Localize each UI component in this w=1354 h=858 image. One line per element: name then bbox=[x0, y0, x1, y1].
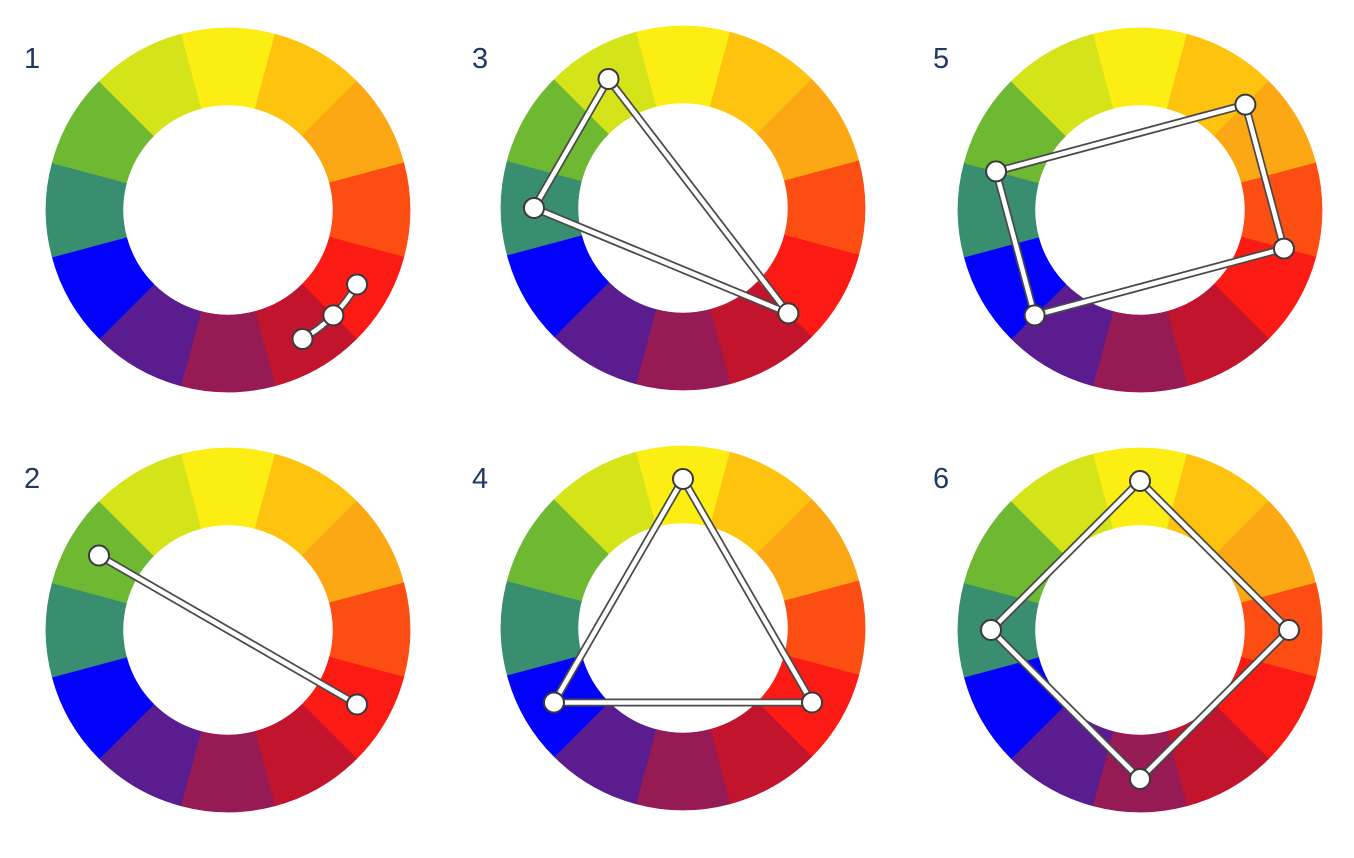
diagram-5: 5 bbox=[933, 27, 1323, 393]
harmony-link bbox=[96, 553, 360, 707]
harmony-node bbox=[1278, 619, 1300, 641]
harmony-node bbox=[523, 197, 545, 219]
harmony-node bbox=[672, 468, 694, 490]
diagram-label-2: 2 bbox=[24, 463, 40, 495]
harmony-node bbox=[346, 273, 369, 296]
harmony-node bbox=[346, 693, 369, 716]
harmony-node bbox=[291, 328, 314, 351]
diagram-label-3: 3 bbox=[472, 43, 488, 75]
diagram-3: 3 bbox=[472, 25, 866, 391]
harmony-node bbox=[1129, 768, 1151, 790]
diagram-1: 1 bbox=[24, 27, 411, 393]
diagram-4: 4 bbox=[472, 445, 866, 811]
color-wheel bbox=[957, 447, 1323, 813]
harmony-links bbox=[549, 475, 817, 707]
harmony-link bbox=[551, 476, 815, 705]
harmony-links bbox=[530, 74, 793, 318]
diagram-label-5: 5 bbox=[933, 43, 949, 75]
harmony-node bbox=[777, 302, 800, 325]
harmony-node bbox=[1234, 93, 1257, 116]
diagram-2: 2 bbox=[24, 447, 411, 813]
harmony-node bbox=[1272, 237, 1295, 260]
wheel-segment bbox=[98, 453, 202, 557]
harmony-node bbox=[980, 619, 1002, 641]
harmony-links bbox=[94, 551, 362, 709]
harmony-link bbox=[531, 76, 791, 316]
harmony-nodes bbox=[985, 93, 1295, 327]
harmony-node bbox=[1023, 304, 1046, 327]
diagram-6: 6 bbox=[933, 447, 1323, 813]
harmony-nodes bbox=[87, 544, 369, 716]
harmony-node bbox=[801, 691, 824, 714]
color-wheel bbox=[45, 27, 411, 393]
harmony-node bbox=[985, 160, 1008, 183]
wheel-segment bbox=[1010, 33, 1114, 137]
color-wheel bbox=[957, 27, 1323, 393]
harmony-nodes bbox=[542, 468, 824, 714]
diagram-label-4: 4 bbox=[472, 463, 488, 495]
harmony-nodes bbox=[291, 273, 369, 351]
wheel-segment bbox=[553, 451, 657, 555]
color-wheel bbox=[500, 25, 866, 391]
harmony-node bbox=[322, 304, 345, 327]
harmony-node bbox=[87, 544, 110, 567]
wheel-segment bbox=[98, 33, 202, 137]
harmony-nodes bbox=[980, 470, 1300, 790]
harmony-node bbox=[1129, 470, 1151, 492]
diagram-label-6: 6 bbox=[933, 463, 949, 495]
harmony-nodes bbox=[523, 67, 800, 325]
harmony-node bbox=[597, 67, 620, 90]
color-wheel bbox=[500, 445, 866, 811]
diagram-label-1: 1 bbox=[24, 43, 40, 75]
harmony-node bbox=[542, 691, 565, 714]
